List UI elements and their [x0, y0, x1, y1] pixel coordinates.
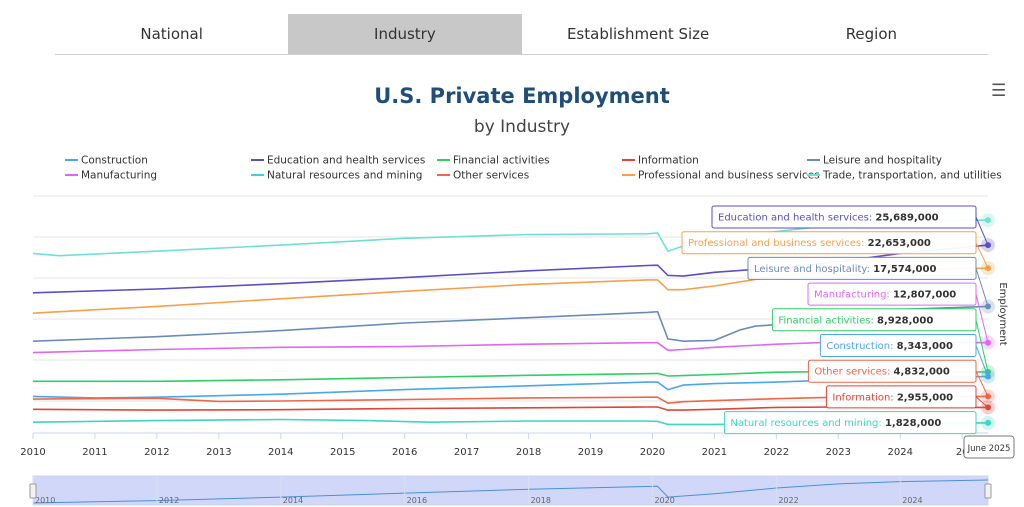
- series-label-name: Professional and business services:: [688, 238, 868, 249]
- series-label-name: Financial activities:: [778, 315, 877, 326]
- series-label-manufacturing: Manufacturing: 12,807,000: [814, 290, 956, 301]
- series-label-value: 12,807,000: [893, 290, 956, 301]
- tab-national[interactable]: National: [140, 25, 203, 43]
- label-connector-manufacturing: [975, 293, 989, 343]
- series-label-name: Construction:: [826, 341, 896, 352]
- series-label-construction: Construction: 8,343,000: [826, 341, 953, 352]
- x-tick-label: 2023: [826, 447, 851, 458]
- legend-item-leisure-and-hospitality[interactable]: Leisure and hospitality: [823, 155, 942, 167]
- navigator-handle-right[interactable]: [984, 483, 992, 499]
- tab-industry[interactable]: Industry: [288, 14, 522, 54]
- series-label-box-financial-activities: [771, 308, 977, 332]
- legend-item-information[interactable]: Information: [638, 155, 699, 167]
- tab-region[interactable]: Region: [845, 25, 898, 43]
- label-connector-construction: [975, 345, 989, 377]
- series-label-box-leisure-and-hospitality: [747, 256, 977, 280]
- series-label-name: Information:: [832, 392, 896, 403]
- legend-item-manufacturing[interactable]: Manufacturing: [81, 170, 157, 182]
- x-tick-label: 2015: [330, 447, 355, 458]
- x-tick-label: 2020: [640, 447, 665, 458]
- x-tick-label: 2022: [764, 447, 789, 458]
- x-tick-label: 2018: [516, 447, 541, 458]
- navigator-tick-label: 2010: [35, 496, 55, 505]
- navigator-tick-label: 2012: [159, 496, 179, 505]
- x-tick-label: 2016: [392, 447, 417, 458]
- series-line-other-services: [32, 395, 988, 405]
- x-tick-label: 2013: [206, 447, 231, 458]
- label-connector-leisure-and-hospitality: [975, 268, 989, 307]
- navigator-tick-label: 2016: [407, 496, 427, 505]
- navigator-tick-label: 2018: [531, 496, 551, 505]
- x-tick-label: 2017: [454, 447, 479, 458]
- series-label-education-and-health-services: Education and health services: 25,689,00…: [718, 213, 939, 224]
- series-label-name: Education and health services:: [718, 213, 875, 224]
- series-label-value: 22,653,000: [868, 238, 931, 249]
- series-label-value: 8,343,000: [897, 341, 953, 352]
- x-tick-label: 2019: [578, 447, 603, 458]
- series-label-box-natural-resources-and-mining: [723, 411, 977, 435]
- series-label-box-construction: [819, 334, 977, 357]
- series-label-value: 4,832,000: [894, 367, 950, 378]
- series-label-box-other-services: [807, 359, 977, 383]
- x-tick-label: 20: [956, 447, 969, 458]
- legend-item-professional-and-business-services[interactable]: Professional and business services: [638, 170, 820, 182]
- chart-title: U.S. Private Employment: [374, 84, 670, 108]
- series-label-name: Manufacturing:: [814, 290, 893, 301]
- tab-bar: National Industry Establishment Size Reg…: [55, 14, 988, 55]
- legend-item-trade-transportation-and-utilities[interactable]: Trade, transportation, and utilities: [822, 170, 1002, 182]
- tab-establishment-size[interactable]: Establishment Size: [566, 25, 710, 43]
- legend-item-other-services[interactable]: Other services: [453, 170, 529, 182]
- x-tick-label: 2012: [144, 447, 169, 458]
- series-label-natural-resources-and-mining: Natural resources and mining: 1,828,000: [730, 418, 941, 429]
- x-tick-label: 2024: [888, 447, 913, 458]
- series-label-box-professional-and-business-services: [681, 231, 977, 255]
- legend-item-education-and-health-services[interactable]: Education and health services: [267, 155, 425, 167]
- series-label-information: Information: 2,955,000: [832, 392, 953, 403]
- legend-item-construction[interactable]: Construction: [81, 155, 148, 167]
- series-label-professional-and-business-services: Professional and business services: 22,6…: [688, 238, 931, 249]
- x-tick-label: 2021: [702, 447, 727, 458]
- series-label-name: Natural resources and mining:: [730, 418, 885, 429]
- series-label-box-information: [825, 385, 977, 409]
- series-label-financial-activities: Financial activities: 8,928,000: [778, 315, 933, 326]
- series-label-other-services: Other services: 4,832,000: [814, 367, 950, 378]
- y-axis-title: Employment: [997, 282, 1008, 345]
- x-tick-label: 2011: [82, 447, 107, 458]
- navigator-handle-left[interactable]: [29, 483, 37, 499]
- x-tick-label: 2010: [20, 447, 45, 458]
- series-label-value: 8,928,000: [877, 315, 933, 326]
- series-label-value: 1,828,000: [885, 418, 941, 429]
- series-label-name: Leisure and hospitality:: [754, 264, 873, 275]
- date-tooltip: [963, 435, 1015, 459]
- x-tick-label: 2014: [268, 447, 293, 458]
- legend-item-natural-resources-and-mining[interactable]: Natural resources and mining: [267, 170, 422, 182]
- chart-subtitle: by Industry: [473, 117, 571, 137]
- series-label-name: Other services:: [814, 367, 893, 378]
- series-label-value: 25,689,000: [875, 213, 938, 224]
- navigator-tick-label: 2020: [654, 496, 674, 505]
- navigator-tick-label: 2014: [283, 496, 303, 505]
- date-tooltip-text: June 2025: [967, 444, 1011, 454]
- label-connector-education-and-health-services: [975, 216, 989, 246]
- series-label-value: 17,574,000: [873, 264, 936, 275]
- label-connector-financial-activities: [975, 319, 989, 373]
- label-connector-other-services: [975, 370, 989, 397]
- series-label-leisure-and-hospitality: Leisure and hospitality: 17,574,000: [754, 264, 936, 275]
- series-label-box-education-and-health-services: [711, 205, 977, 229]
- end-marker-trade-transportation-and-utilities: [985, 217, 991, 224]
- series-label-box-manufacturing: [807, 282, 977, 306]
- legend-item-financial-activities[interactable]: Financial activities: [453, 155, 550, 167]
- navigator-tick-label: 2024: [902, 496, 922, 505]
- series-label-value: 2,955,000: [897, 392, 953, 403]
- label-connector-information: [975, 396, 989, 408]
- hamburger-menu-icon[interactable]: ☰: [991, 81, 1007, 101]
- navigator-tick-label: 2022: [778, 496, 798, 505]
- label-connector-professional-and-business-services: [975, 242, 989, 269]
